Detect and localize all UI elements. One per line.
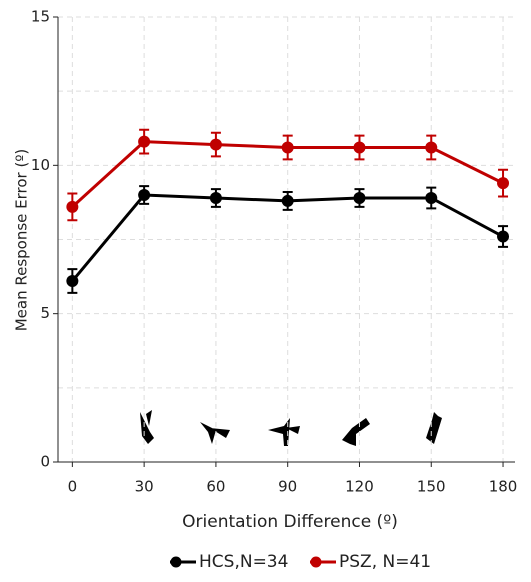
y-tick-label: 5: [40, 304, 50, 322]
x-tick-label: 120: [345, 478, 374, 496]
y-tick-label: 0: [40, 453, 50, 471]
x-tick-label: 0: [68, 478, 78, 496]
point: [281, 141, 294, 154]
x-tick-label: 150: [417, 478, 446, 496]
x-axis-label: Orientation Difference (º): [182, 512, 398, 532]
legend-label: HCS,N=34: [199, 552, 288, 572]
x-tick-label: 90: [278, 478, 297, 496]
point: [66, 275, 79, 288]
legend-label: PSZ, N=41: [339, 552, 431, 572]
point: [138, 135, 151, 148]
x-tick-label: 180: [489, 478, 518, 496]
point: [138, 189, 151, 201]
legend-marker: [310, 556, 322, 568]
point: [281, 194, 294, 207]
point: [425, 191, 438, 204]
point: [209, 191, 222, 204]
y-tick-label: 15: [31, 8, 50, 26]
point: [66, 200, 79, 213]
icon: [426, 412, 442, 444]
point: [497, 230, 510, 243]
point: [353, 191, 366, 204]
legend-marker: [170, 556, 182, 568]
y-tick-label: 10: [31, 156, 50, 174]
stimulus-icons: [140, 410, 442, 446]
x-tick-label: 60: [206, 478, 225, 496]
point: [497, 177, 510, 190]
point: [353, 141, 366, 154]
x-tick-label: 30: [135, 478, 154, 496]
icon: [200, 422, 230, 444]
icon: [140, 410, 154, 444]
y-axis-label: Mean Response Error (º): [13, 149, 31, 332]
icon: [342, 418, 370, 446]
point: [425, 141, 438, 154]
icon: [268, 418, 300, 446]
point: [209, 138, 222, 151]
